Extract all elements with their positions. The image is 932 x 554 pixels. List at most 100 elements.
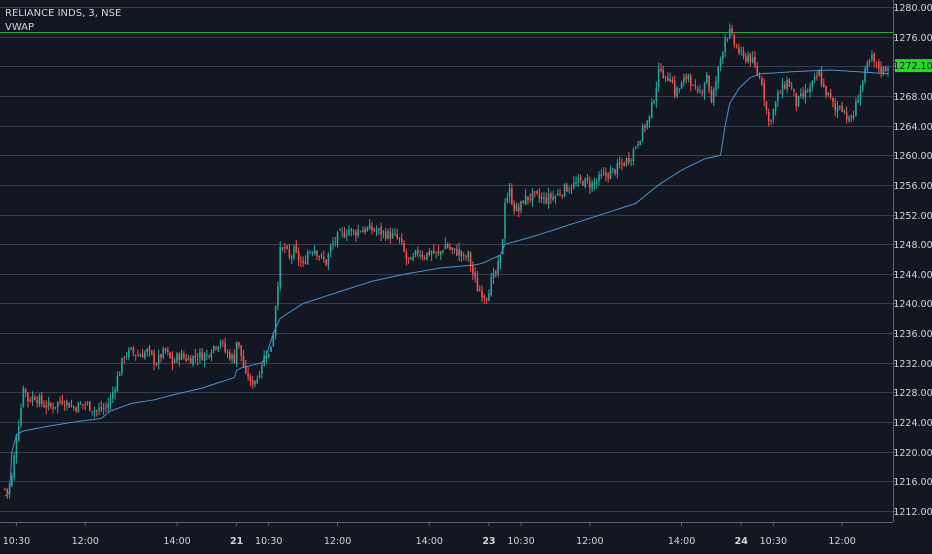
candle-body bbox=[485, 298, 488, 301]
candle-body bbox=[689, 76, 692, 87]
candle-body bbox=[843, 110, 846, 112]
candle-body bbox=[36, 400, 38, 404]
candle-body bbox=[625, 158, 628, 165]
candle-body bbox=[389, 231, 392, 240]
price-tick-label: 1220.00 bbox=[893, 448, 932, 459]
candle-body bbox=[699, 90, 701, 92]
candle-body bbox=[407, 257, 410, 259]
candle-body bbox=[141, 354, 144, 358]
candle-body bbox=[176, 353, 178, 362]
candle-body bbox=[451, 247, 454, 251]
candle-body bbox=[593, 182, 596, 185]
candle-body bbox=[726, 38, 729, 40]
candle-body bbox=[660, 68, 662, 72]
candle-body bbox=[325, 259, 327, 266]
candle-body bbox=[412, 255, 415, 260]
candle-body bbox=[288, 249, 291, 258]
time-tick-label: 14:00 bbox=[416, 536, 443, 547]
candle-body bbox=[396, 234, 398, 238]
candle-body bbox=[586, 177, 589, 181]
candle-body bbox=[132, 348, 135, 354]
candle-body bbox=[359, 231, 362, 233]
candle-body bbox=[11, 476, 13, 486]
candle-body bbox=[139, 355, 142, 357]
candle-body bbox=[655, 88, 658, 102]
candle-body bbox=[880, 67, 882, 73]
candle-body bbox=[793, 88, 795, 92]
candle-body bbox=[816, 75, 818, 78]
candle-body bbox=[508, 189, 511, 197]
candle-body bbox=[61, 400, 64, 404]
candle-body bbox=[650, 102, 653, 118]
candle-body bbox=[43, 405, 45, 407]
candle-body bbox=[742, 50, 745, 57]
candles bbox=[4, 23, 889, 499]
candle-body bbox=[4, 488, 6, 490]
candle-body bbox=[616, 163, 619, 174]
candle-body bbox=[582, 181, 584, 186]
candle-body bbox=[566, 184, 568, 192]
candle-body bbox=[469, 253, 472, 267]
candle-body bbox=[378, 228, 380, 231]
candle-body bbox=[245, 366, 247, 373]
candle-body bbox=[836, 107, 839, 112]
price-tick-label: 1224.00 bbox=[893, 418, 932, 429]
candle-body bbox=[277, 286, 279, 306]
candle-body bbox=[274, 306, 277, 337]
candle-body bbox=[261, 365, 263, 374]
candle-body bbox=[109, 398, 112, 405]
candle-body bbox=[203, 353, 206, 361]
candle-body bbox=[254, 381, 256, 385]
candle-body bbox=[63, 404, 66, 407]
time-tick-label: 14:00 bbox=[668, 536, 695, 547]
vwap-line bbox=[4, 69, 889, 497]
candle-body bbox=[75, 407, 77, 412]
candle-body bbox=[811, 80, 814, 87]
candle-body bbox=[800, 93, 802, 97]
candle-body bbox=[639, 140, 642, 146]
candle-body bbox=[873, 53, 876, 62]
candle-body bbox=[781, 83, 784, 95]
candle-body bbox=[852, 115, 855, 118]
candle-body bbox=[634, 147, 637, 149]
candle-body bbox=[607, 174, 609, 179]
candle-body bbox=[861, 80, 864, 90]
candle-body bbox=[45, 405, 48, 408]
candle-body bbox=[460, 250, 463, 257]
candle-body bbox=[339, 230, 341, 231]
time-tick-label: 12:00 bbox=[324, 536, 351, 547]
candle-body bbox=[73, 407, 75, 408]
candle-body bbox=[423, 257, 426, 259]
candle-body bbox=[822, 83, 825, 87]
candle-body bbox=[506, 197, 509, 202]
candle-body bbox=[761, 78, 763, 85]
candle-body bbox=[183, 354, 185, 358]
candle-body bbox=[235, 341, 238, 364]
candle-body bbox=[368, 224, 371, 230]
candle-body bbox=[217, 346, 220, 350]
candle-body bbox=[98, 408, 100, 411]
candle-body bbox=[134, 354, 137, 356]
candle-body bbox=[121, 357, 123, 374]
candle-body bbox=[804, 90, 807, 98]
candle-body bbox=[263, 355, 265, 366]
candle-body bbox=[735, 46, 738, 48]
candle-body bbox=[701, 92, 704, 94]
candle-body bbox=[13, 455, 15, 478]
candle-body bbox=[511, 188, 513, 204]
candle-body bbox=[371, 225, 373, 231]
candle-body bbox=[329, 245, 332, 253]
candle-body bbox=[685, 75, 687, 79]
candle-body bbox=[561, 195, 564, 197]
symbol-title: RELIANCE INDS, 3, NSE bbox=[5, 8, 122, 19]
candle-body bbox=[884, 67, 887, 72]
candle-body bbox=[687, 74, 690, 80]
candle-body bbox=[646, 120, 648, 128]
candle-body bbox=[584, 178, 587, 187]
candle-body bbox=[391, 233, 394, 239]
candle-body bbox=[100, 406, 103, 410]
price-tick-label: 1232.00 bbox=[893, 359, 932, 370]
candle-body bbox=[692, 84, 694, 86]
